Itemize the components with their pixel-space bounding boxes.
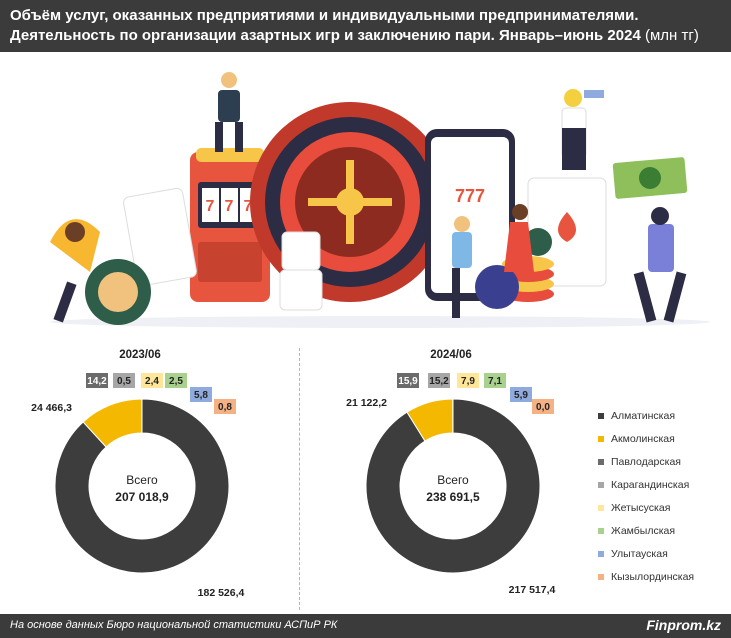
data-label-box: [484, 373, 506, 388]
chart-title: 2023/06: [119, 349, 161, 361]
legend-swatch: [598, 481, 604, 488]
chart-title: 2024/06: [430, 349, 472, 361]
legend-label: Павлодарская: [611, 455, 681, 468]
data-label: 0,0: [536, 402, 550, 413]
donut-slice: [54, 398, 230, 574]
data-label-box: [428, 373, 450, 388]
legend-label: Акмолинская: [611, 432, 675, 445]
legend-item: Павлодарская: [598, 450, 694, 473]
dealer-figure: [215, 72, 243, 152]
chart-divider: [299, 348, 300, 610]
legend-label: Жетысуская: [611, 501, 671, 514]
man-figure-middle: [452, 216, 472, 318]
header: Объём услуг, оказанных предприятиями и и…: [0, 0, 731, 52]
svg-text:7: 7: [244, 198, 253, 215]
casino-illustration: 7 7 7 777: [50, 72, 710, 328]
man-with-money-figure: [612, 157, 688, 323]
legend-swatch: [598, 435, 604, 442]
data-label: 14,2: [87, 376, 107, 387]
data-label: 7,1: [488, 376, 502, 387]
legend-swatch: [598, 573, 604, 580]
data-label-box: [214, 399, 236, 414]
data-label-box: [532, 399, 554, 414]
legend-item: Жетысуская: [598, 496, 694, 519]
legend-label: Улытауская: [611, 547, 668, 560]
title-line-2-text: Деятельность по организации азартных игр…: [10, 27, 641, 44]
phone-graphic: 777: [425, 129, 515, 301]
data-label: 5,9: [514, 390, 528, 401]
legend-swatch: [598, 458, 604, 465]
legend-item: Алматинская: [598, 404, 694, 427]
woman-figure-red: [504, 204, 534, 272]
legend-item: Кызылординская: [598, 565, 694, 588]
data-label: 21 122,2: [346, 397, 387, 409]
data-label: 15,9: [398, 376, 418, 387]
waitress-figure: [561, 89, 604, 170]
svg-text:7: 7: [206, 198, 215, 215]
data-label-box: [510, 387, 532, 402]
donut-charts: 2023/06 Всего 207 018,9 182 526,4 24 466,3 14…: [31, 349, 555, 599]
data-label-box: [165, 373, 187, 388]
legend-item: Карагандинская: [598, 473, 694, 496]
data-label: 15,2: [429, 376, 449, 387]
footer-brand: Finprom.kz: [646, 617, 721, 633]
data-label: 24 466,3: [31, 402, 72, 414]
center-total: 207 018,9: [115, 490, 169, 504]
data-label: 7,9: [461, 376, 475, 387]
data-label-box: [141, 373, 163, 388]
data-label: 0,8: [218, 402, 232, 413]
legend-item: Жамбылская: [598, 519, 694, 542]
legend-label: Алматинская: [611, 409, 676, 422]
data-label: 182 526,4: [198, 587, 245, 599]
svg-text:777: 777: [455, 186, 485, 206]
data-label: 2,5: [169, 376, 183, 387]
data-label-box: [113, 373, 135, 388]
legend-label: Карагандинская: [611, 478, 690, 491]
center-total: 238 691,5: [426, 490, 480, 504]
data-label: 0,5: [117, 376, 131, 387]
title-line-1: Объём услуг, оказанных предприятиями и и…: [10, 7, 639, 24]
data-label-box: [86, 373, 108, 388]
footer-source: На основе данных Бюро национальной стати…: [10, 619, 338, 631]
slot-machine-graphic: 7 7 7: [190, 148, 270, 302]
title-unit: (млн тг): [644, 27, 699, 44]
data-label-box: [457, 373, 479, 388]
data-label: 2,4: [145, 376, 159, 387]
donut-chart-1: 2023/06 Всего 207 018,9 182 526,4 24 466,3 14…: [31, 349, 244, 599]
data-label-box: [190, 387, 212, 402]
legend-swatch: [598, 412, 604, 419]
woman-figure-left: [50, 219, 100, 323]
legend-swatch: [598, 527, 604, 534]
legend-swatch: [598, 550, 604, 557]
footer: На основе данных Бюро национальной стати…: [0, 614, 731, 638]
svg-text:7: 7: [225, 198, 234, 215]
data-label: 5,8: [194, 390, 208, 401]
center-label: Всего: [126, 473, 158, 487]
data-label-box: [397, 373, 419, 388]
legend: Алматинская Акмолинская Павлодарская Карага…: [598, 404, 694, 588]
data-label: 217 517,4: [509, 584, 556, 596]
donut-chart-2: 2024/06 Всего 238 691,5 217 517,4 21 122,2 15…: [346, 349, 555, 596]
legend-item: Улытауская: [598, 542, 694, 565]
legend-label: Жамбылская: [611, 524, 676, 537]
legend-swatch: [598, 504, 604, 511]
roulette-wheel-graphic: [250, 102, 450, 302]
donut-slice: [365, 398, 541, 574]
legend-label: Кызылординская: [611, 570, 695, 583]
legend-item: Акмолинская: [598, 427, 694, 450]
center-label: Всего: [437, 473, 469, 487]
title-line-2: Деятельность по организации азартных игр…: [10, 26, 721, 46]
